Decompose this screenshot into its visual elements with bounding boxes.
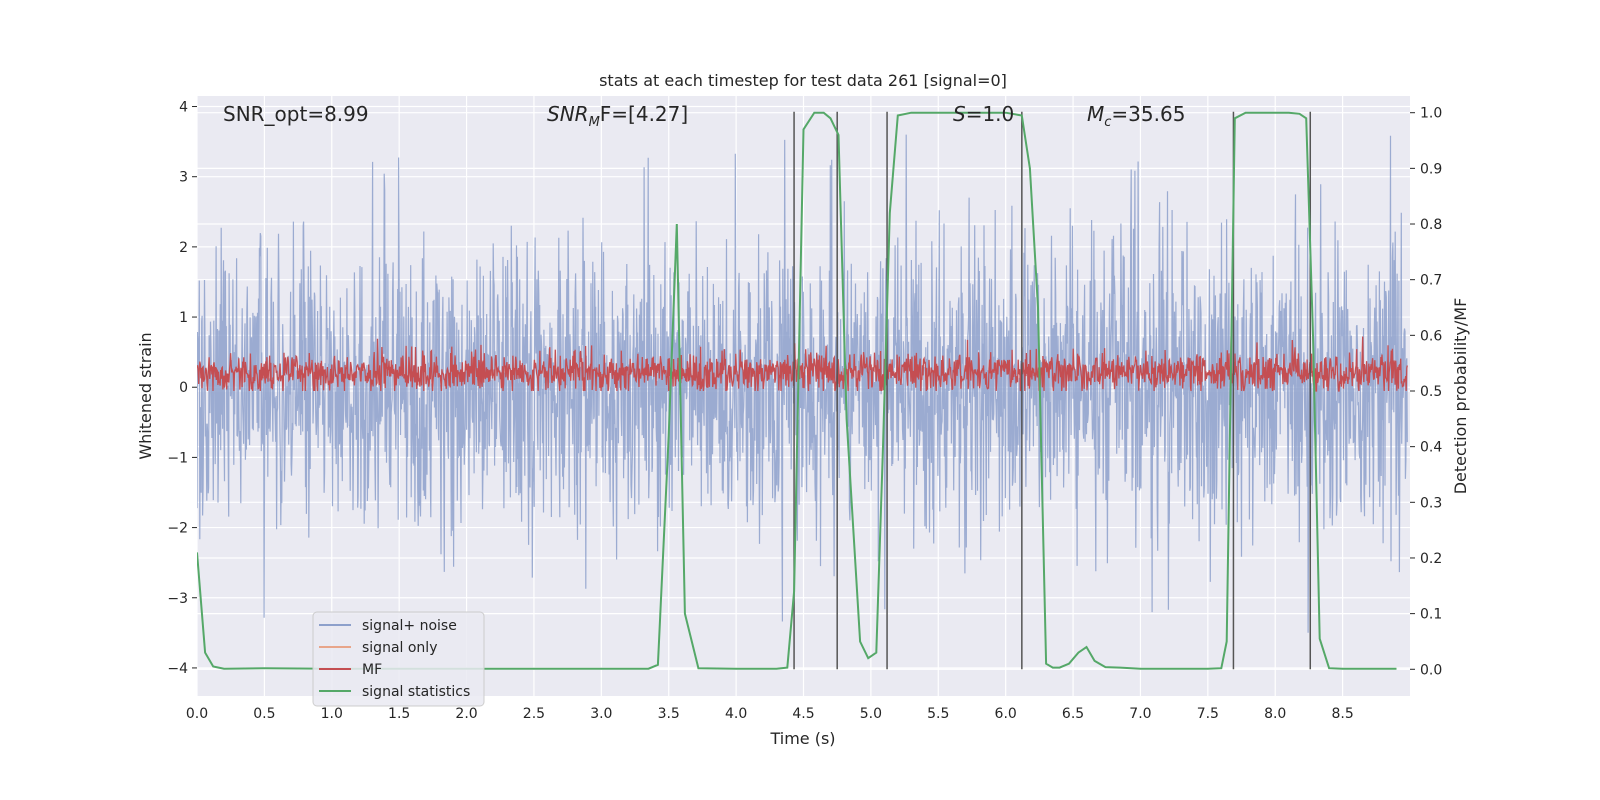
y2-tick-0: 1.0 xyxy=(1420,106,1442,122)
x-tick-16: 8.0 xyxy=(1264,706,1286,722)
x-tick-labels: 0.0 0.5 1.0 1.5 2.0 2.5 3.0 3.5 4.0 4.5 5.0 5.5 6.0 6… xyxy=(186,706,1354,722)
signal-noise-line xyxy=(197,134,1408,633)
legend-label-mf: MF xyxy=(362,662,382,678)
annotation-snr-mf-rest: F=[4.27] xyxy=(600,102,688,126)
y-tick-4: 0 xyxy=(179,380,188,396)
annotation-mc-base: M xyxy=(1087,102,1104,126)
y2-tick-2: 0.8 xyxy=(1420,217,1442,233)
signal-noise-series xyxy=(197,134,1408,633)
annotation-mc-sub: c xyxy=(1104,115,1111,130)
y2-tick-10: 0.0 xyxy=(1420,662,1442,678)
y-tick-0: 4 xyxy=(179,100,188,116)
y2-tick-labels: 1.0 0.9 0.8 0.7 0.6 0.5 0.4 0.3 0.2 0.1 0.0 xyxy=(1410,106,1442,678)
x-tick-17: 8.5 xyxy=(1331,706,1353,722)
legend-label-noise: signal+ noise xyxy=(362,618,457,634)
x-tick-7: 3.5 xyxy=(658,706,680,722)
x-tick-13: 6.5 xyxy=(1062,706,1084,722)
y2-tick-3: 0.7 xyxy=(1420,273,1442,289)
signal-statistics-line xyxy=(197,111,1397,670)
mf-series xyxy=(197,331,1408,392)
annotation-mc-rest: =35.65 xyxy=(1111,102,1185,126)
x-axis-label: Time (s) xyxy=(769,729,835,748)
y-tick-6: −2 xyxy=(167,521,188,537)
annotation-s-rest: =1.0 xyxy=(966,102,1015,126)
x-tick-11: 5.5 xyxy=(927,706,949,722)
x-tick-5: 2.5 xyxy=(523,706,545,722)
annotation-mc: Mc=35.65 xyxy=(1087,102,1185,130)
annotation-snr-opt: SNR_opt=8.99 xyxy=(223,102,369,126)
x-tick-10: 5.0 xyxy=(860,706,882,722)
y2-tick-9: 0.1 xyxy=(1420,607,1442,623)
mf-line xyxy=(197,331,1408,392)
legend-box xyxy=(312,611,485,707)
y-tick-8: −4 xyxy=(167,661,188,677)
x-tick-6: 3.0 xyxy=(590,706,612,722)
y2-tick-6: 0.4 xyxy=(1420,440,1442,456)
x-tick-3: 1.5 xyxy=(388,706,410,722)
y-tick-3: 1 xyxy=(179,310,188,326)
legend-label-signal: signal only xyxy=(362,640,437,656)
y-tick-5: −1 xyxy=(167,450,188,466)
y2-tick-8: 0.2 xyxy=(1420,551,1442,567)
annotation-snr-mf-base: SNR xyxy=(547,102,589,126)
x-tick-0: 0.0 xyxy=(186,706,208,722)
y2-tick-1: 0.9 xyxy=(1420,161,1442,177)
y-tick-2: 2 xyxy=(179,240,188,256)
x-tick-12: 6.0 xyxy=(995,706,1017,722)
x-tick-2: 1.0 xyxy=(321,706,343,722)
vertical-lines xyxy=(793,111,1312,670)
y-tick-labels: 4 3 2 1 0 −1 −2 −3 −4 xyxy=(167,100,197,677)
x-tick-1: 0.5 xyxy=(253,706,275,722)
y2-tick-4: 0.6 xyxy=(1420,328,1442,344)
x-tick-15: 7.5 xyxy=(1197,706,1219,722)
annotation-snr-mf-sub: M xyxy=(589,115,600,130)
annotation-snr-mf: SNRMF=[4.27] xyxy=(547,102,688,130)
legend: signal+ noise signal only MF signal stat… xyxy=(312,611,485,707)
annotation-s-stat: S=1.0 xyxy=(953,102,1014,126)
x-tick-9: 4.5 xyxy=(792,706,814,722)
y2-axis-label: Detection probability/MF xyxy=(1451,298,1470,495)
y-tick-7: −3 xyxy=(167,591,188,607)
y2-tick-5: 0.5 xyxy=(1420,384,1442,400)
legend-label-stat: signal statistics xyxy=(362,684,470,700)
chart-title: stats at each timestep for test data 261… xyxy=(599,71,1007,90)
y-tick-1: 3 xyxy=(179,170,188,186)
y2-tick-7: 0.3 xyxy=(1420,495,1442,511)
signal-statistics-series xyxy=(197,111,1397,670)
x-tick-8: 4.0 xyxy=(725,706,747,722)
y-axis-label: Whitened strain xyxy=(136,332,155,459)
x-tick-14: 7.0 xyxy=(1129,706,1151,722)
x-tick-4: 2.0 xyxy=(455,706,477,722)
annotation-s-base: S xyxy=(953,102,966,126)
